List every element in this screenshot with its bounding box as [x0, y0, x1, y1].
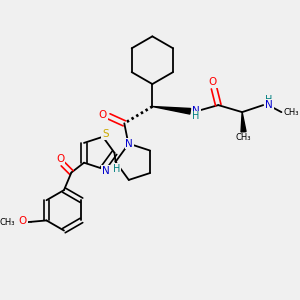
Text: O: O	[19, 216, 27, 226]
Text: N: N	[193, 106, 200, 116]
Text: O: O	[208, 77, 217, 87]
Text: N: N	[102, 166, 110, 176]
Polygon shape	[152, 106, 190, 114]
Text: H: H	[113, 164, 121, 174]
Text: H: H	[193, 111, 200, 121]
Text: N: N	[125, 139, 133, 148]
Text: N: N	[266, 100, 273, 110]
Polygon shape	[241, 112, 246, 132]
Text: H: H	[266, 95, 273, 105]
Text: CH₃: CH₃	[236, 134, 251, 142]
Text: O: O	[99, 110, 107, 120]
Text: CH₃: CH₃	[284, 109, 299, 118]
Text: S: S	[102, 129, 109, 139]
Text: CH₃: CH₃	[0, 218, 15, 227]
Text: O: O	[56, 154, 64, 164]
